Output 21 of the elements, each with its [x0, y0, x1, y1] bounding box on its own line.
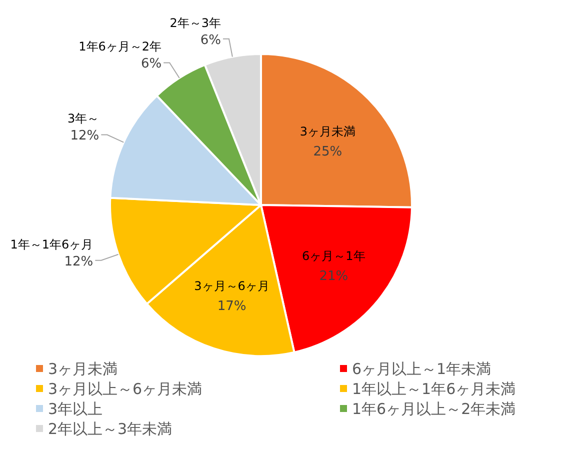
text: 3年～: [68, 112, 100, 126]
data-label: 12%: [64, 254, 94, 270]
data-label: 6%: [140, 56, 162, 72]
data-label: 25%: [313, 144, 342, 160]
legend-label: 2年以上～3年未満: [48, 420, 172, 438]
text: 1年6ヶ月～2年: [78, 40, 162, 54]
legend-label: 3ヶ月以上～6ヶ月未満: [48, 380, 202, 398]
text: 6ヶ月～1年: [302, 249, 366, 264]
text: 3ヶ月～6ヶ月: [194, 278, 270, 293]
data-label: 6%: [200, 32, 221, 48]
text: 2年～3年: [170, 16, 221, 30]
text: 3ヶ月未満: [300, 124, 356, 138]
data-label: 12%: [70, 128, 100, 144]
data-label: 17%: [217, 298, 246, 314]
data-label: 21%: [319, 269, 348, 284]
legend-label: 6ヶ月以上～1年未満: [352, 360, 492, 378]
text: 1年～1年6ヶ月: [10, 237, 94, 252]
legend-label: 3ヶ月未満: [48, 360, 118, 378]
legend-label: 3年以上: [48, 400, 103, 418]
legend-label: 1年6ヶ月以上～2年未満: [352, 400, 516, 418]
legend-label: 1年以上～1年6ヶ月未満: [352, 380, 516, 398]
